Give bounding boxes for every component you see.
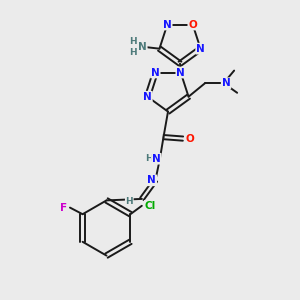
Text: N: N bbox=[147, 175, 156, 185]
Text: N: N bbox=[143, 92, 152, 102]
Text: H: H bbox=[129, 37, 136, 46]
Text: N: N bbox=[152, 154, 161, 164]
Text: N: N bbox=[176, 68, 185, 77]
Text: N: N bbox=[163, 20, 172, 29]
Text: O: O bbox=[185, 134, 194, 144]
Text: H: H bbox=[129, 48, 136, 57]
Text: O: O bbox=[188, 20, 197, 29]
Text: H: H bbox=[125, 197, 133, 206]
Text: N: N bbox=[151, 68, 160, 77]
Text: N: N bbox=[222, 78, 230, 88]
Text: F: F bbox=[60, 202, 68, 213]
Text: H: H bbox=[145, 154, 152, 163]
Text: N: N bbox=[138, 42, 147, 52]
Text: Cl: Cl bbox=[145, 201, 156, 211]
Text: N: N bbox=[196, 44, 205, 54]
